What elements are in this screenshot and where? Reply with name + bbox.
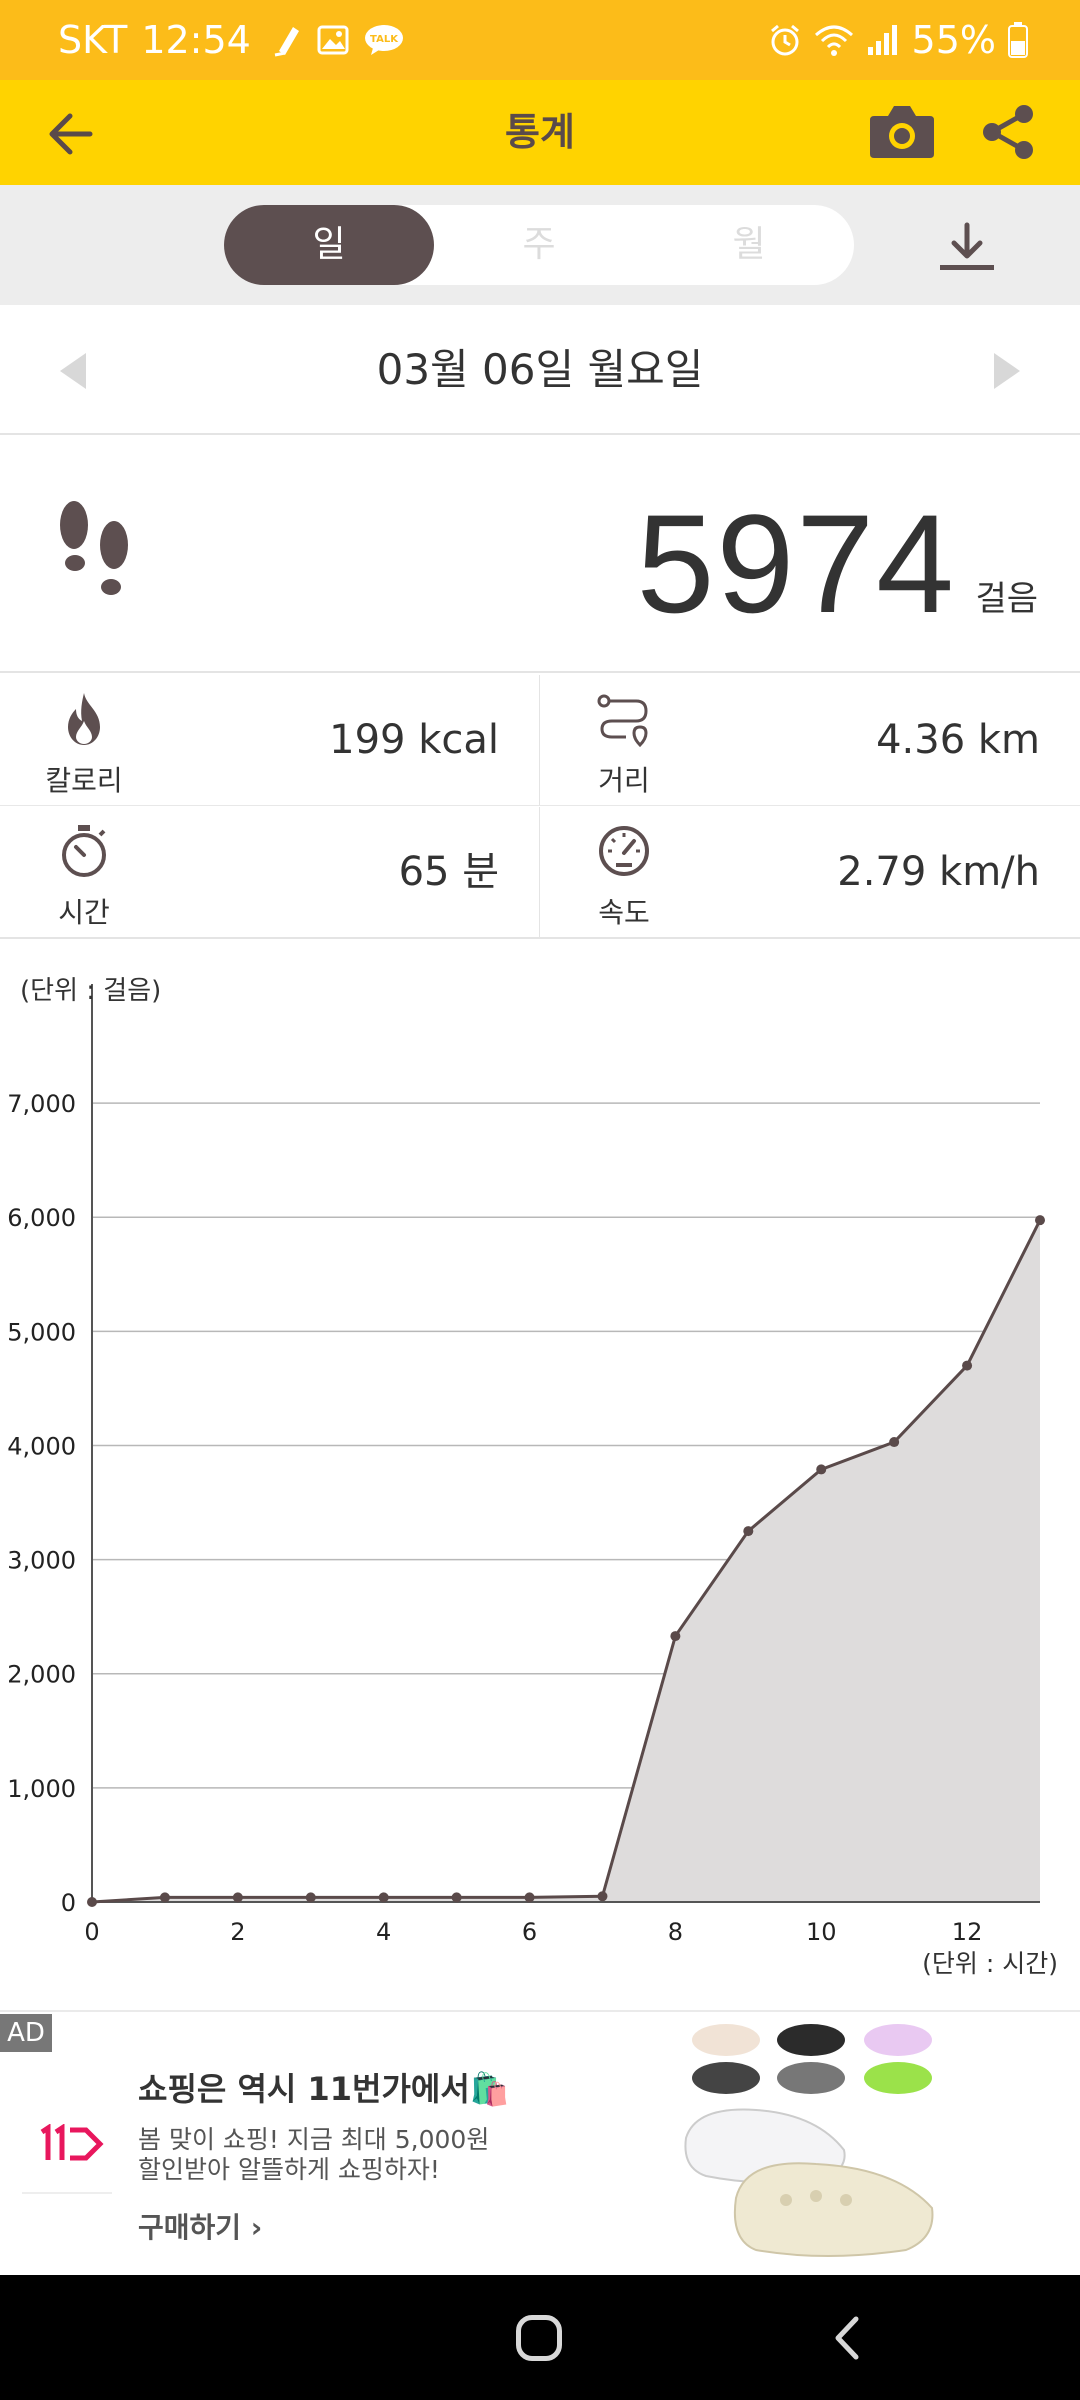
data-point: [889, 1437, 900, 1448]
ad-headline: 쇼핑은 역시 11번가에서🛍️: [138, 2070, 510, 2108]
series-line: [91, 1219, 1042, 1904]
stat-speed: 속도 2.79 km/h: [540, 807, 1080, 938]
y-tick-label: 5,000: [7, 1318, 76, 1346]
ad-description-line2: 할인받아 알뜰하게 쇼핑하자!: [138, 2155, 440, 2184]
x-tick-label: 8: [668, 1918, 683, 1946]
area-fill: [92, 1220, 1040, 1902]
data-point: [962, 1360, 973, 1371]
data-point: [159, 1892, 170, 1903]
speedometer-icon: [599, 826, 649, 876]
data-point: [378, 1892, 389, 1903]
back-icon[interactable]: [826, 2315, 872, 2361]
y-tick-label: 4,000: [7, 1432, 76, 1460]
data-point: [743, 1526, 754, 1537]
tab-month[interactable]: 월: [732, 224, 766, 265]
stat-time: 시간 65 분: [0, 807, 540, 938]
route-icon: [597, 694, 648, 747]
home-icon[interactable]: [516, 2315, 562, 2361]
tab-week[interactable]: 주: [522, 224, 556, 265]
ad-description-line1: 봄 맞이 쇼핑! 지금 최대 5,000원: [138, 2125, 490, 2154]
alarm-icon: [770, 24, 799, 56]
stat-calorie: 칼로리 199 kcal: [0, 675, 540, 806]
app-bar: 통계: [0, 80, 1080, 185]
download-icon[interactable]: [938, 221, 996, 275]
stat-time-value: 65 분: [398, 849, 499, 895]
data-point: [816, 1464, 827, 1475]
step-count-value: 5974: [636, 485, 956, 642]
period-tab-bar: 일 주 월: [0, 185, 1080, 305]
11st-logo-icon: [40, 2124, 104, 2161]
chevron-right-icon: ›: [250, 2211, 263, 2244]
x-tick-label: 6: [522, 1918, 537, 1946]
shoes-image-icon: [684, 2024, 934, 2257]
footprints-icon: [60, 501, 128, 595]
x-tick-label: 0: [84, 1918, 99, 1946]
y-tick-label: 0: [61, 1889, 76, 1917]
tab-day[interactable]: 일: [224, 205, 434, 285]
data-point: [524, 1892, 535, 1903]
logo-divider: [22, 2192, 112, 2194]
stat-speed-label: 속도: [598, 896, 650, 929]
back-arrow-icon[interactable]: [40, 102, 104, 166]
stat-time-label: 시간: [58, 896, 110, 929]
stat-distance-value: 4.36 km: [876, 717, 1040, 763]
data-point: [597, 1891, 608, 1902]
battery-icon: [1008, 22, 1028, 58]
step-count-panel: 5974 걸음: [0, 437, 1080, 673]
pen-icon: [274, 27, 299, 57]
ad-cta-label: 구매하기: [138, 2211, 242, 2244]
x-tick-label: 2: [230, 1918, 245, 1946]
steps-chart-svg: 0 1,000 2,000 3,000 4,000 5,000 6,000 7,000 0 2 4 6…: [7, 984, 1058, 1978]
page-title: 통계: [505, 110, 575, 154]
data-point: [87, 1897, 97, 1907]
ad-cta-button[interactable]: 구매하기 ›: [138, 2206, 262, 2246]
step-count-unit: 걸음: [975, 579, 1038, 619]
system-nav-bar: [0, 2275, 1080, 2400]
wifi-icon: [814, 25, 853, 56]
date-navigator: 03월 06일 월요일: [0, 305, 1080, 435]
clock-text: 12:54: [141, 18, 251, 62]
data-point: [670, 1631, 681, 1642]
stat-distance-label: 거리: [598, 764, 650, 797]
stat-distance: 거리 4.36 km: [540, 675, 1080, 806]
status-bar: SKT 12:54 TALK 55%: [0, 0, 1080, 80]
next-date-arrow-icon[interactable]: [994, 353, 1020, 389]
ad-banner[interactable]: AD 쇼핑은 역시 11번가에서🛍️ 봄 맞이 쇼핑! 지금 최대 5,000원…: [0, 2010, 1080, 2275]
data-point: [451, 1892, 462, 1903]
battery-text: 55%: [911, 18, 996, 62]
y-tick-label: 3,000: [7, 1547, 76, 1575]
data-point: [232, 1892, 243, 1903]
prev-date-arrow-icon[interactable]: [60, 353, 86, 389]
signal-icon: [867, 25, 897, 55]
stat-calorie-value: 199 kcal: [329, 717, 499, 763]
x-tick-label: 4: [376, 1918, 391, 1946]
x-tick-label: 12: [952, 1918, 983, 1946]
talk-icon: TALK: [364, 25, 403, 55]
x-axis-unit-label: (단위 : 시간): [922, 1949, 1058, 1978]
stat-speed-value: 2.79 km/h: [837, 849, 1040, 895]
flame-icon: [68, 693, 100, 745]
data-point: [305, 1892, 316, 1903]
current-date: 03월 06일 월요일: [376, 345, 704, 394]
svg-text:TALK: TALK: [370, 34, 399, 45]
steps-chart: 0 1,000 2,000 3,000 4,000 5,000 6,000 7,000 0 2 4 6…: [0, 940, 1080, 2010]
share-icon[interactable]: [976, 100, 1040, 164]
y-tick-label: 2,000: [7, 1661, 76, 1689]
y-tick-label: 6,000: [7, 1204, 76, 1232]
y-axis-unit-label: (단위 : 걸음): [20, 976, 162, 1006]
carrier-text: SKT: [58, 18, 128, 62]
ad-badge: AD: [0, 2014, 52, 2052]
image-icon: [317, 25, 349, 55]
period-segmented-control: 일 주 월: [224, 205, 854, 285]
stat-calorie-label: 칼로리: [45, 764, 123, 797]
y-tick-label: 1,000: [7, 1775, 76, 1803]
data-point: [1035, 1215, 1045, 1226]
x-tick-label: 10: [806, 1918, 837, 1946]
stats-grid: 칼로리 199 kcal 거리 4.36 km 시간 65 분 속도 2.79 …: [0, 675, 1080, 939]
camera-icon[interactable]: [866, 100, 938, 164]
y-tick-label: 7,000: [7, 1090, 76, 1118]
stopwatch-icon: [62, 825, 106, 877]
